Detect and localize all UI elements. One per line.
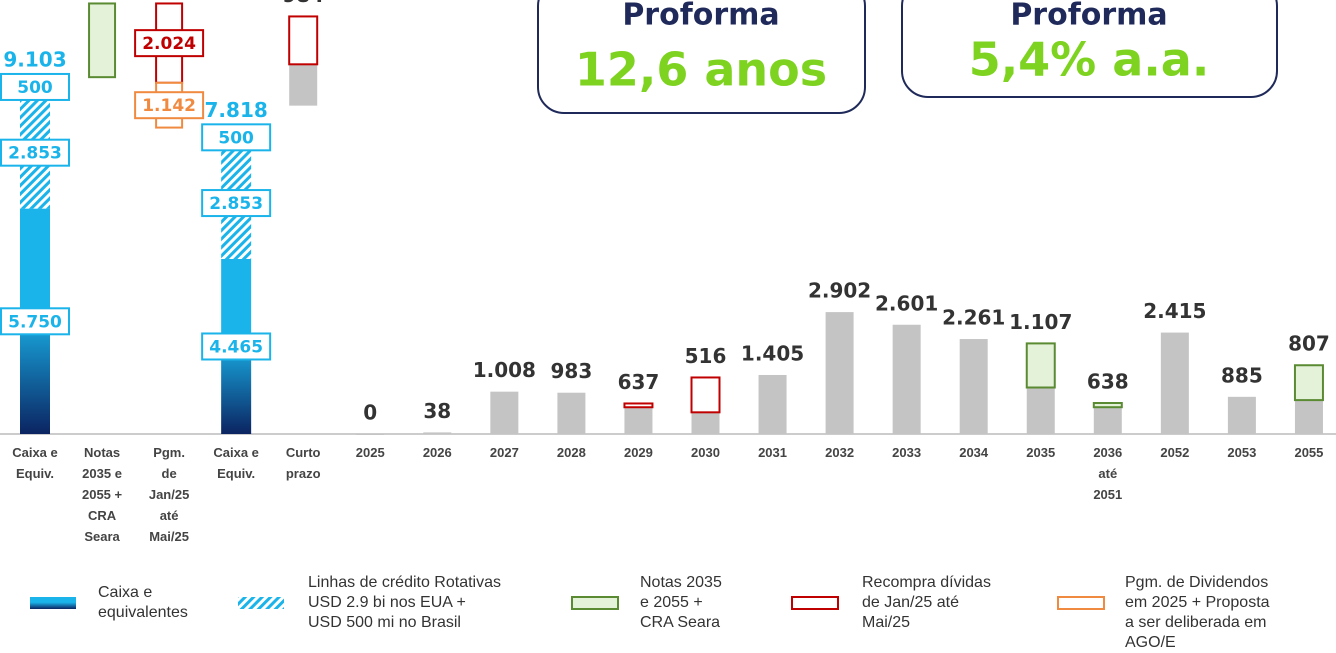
data-label: 2.261 (942, 306, 1005, 330)
bar-segment (88, 2, 117, 79)
x-tick-label: 2053 (1227, 445, 1257, 460)
bar-segment (825, 312, 854, 434)
legend-swatch (238, 597, 284, 609)
legend-swatch (1057, 596, 1105, 610)
data-label: 2.902 (808, 279, 871, 303)
bar-segment (624, 407, 653, 434)
bar-segment (1026, 387, 1055, 434)
data-label: 807 (1288, 332, 1330, 356)
bar-segment (557, 392, 586, 434)
data-label: 638 (1087, 370, 1129, 394)
data-label: 0 (363, 401, 377, 425)
x-tick-label: 2028 (556, 445, 586, 460)
data-label: 516 (685, 344, 727, 368)
x-tick-label: 2055 (1294, 445, 1324, 460)
callout-title: Proforma (1010, 0, 1167, 33)
x-tick-label: 2025 (355, 445, 385, 460)
legend-swatch (791, 596, 839, 610)
x-tick-label: 2031 (758, 445, 787, 460)
bar-segment (1025, 342, 1056, 389)
x-tick-label: Caixa e Equiv. (12, 445, 58, 481)
x-tick-label: Notas 2035 e 2055 + CRA Seara (81, 445, 123, 544)
bar-segment (1093, 407, 1122, 434)
label-box (201, 332, 272, 361)
callout-box (901, 0, 1278, 98)
data-label: 1.107 (1009, 310, 1072, 334)
data-label: 2.024 (142, 34, 196, 54)
x-tick-label: 2030 (691, 445, 720, 460)
label-box (0, 307, 70, 336)
callout-title: Proforma (622, 0, 779, 33)
data-label: 1.008 (473, 358, 536, 382)
label-box (134, 29, 205, 58)
bar-segment (423, 432, 452, 434)
x-tick-label: 2027 (489, 445, 519, 460)
data-label: 38 (423, 399, 451, 423)
callout-value: 12,6 anos (575, 43, 827, 97)
label-box (201, 123, 272, 152)
total-label: 7.818 (205, 98, 268, 122)
data-label: 2.853 (209, 194, 263, 214)
data-label: 2.415 (1143, 299, 1206, 323)
bar-segment (959, 339, 988, 434)
x-tick-label: Curto prazo (285, 445, 321, 481)
x-tick-label: 2034 (959, 445, 989, 460)
legend-swatch (571, 596, 619, 610)
x-tick-label: 2036 até 2051 (1093, 445, 1123, 502)
bar-segment (288, 15, 319, 66)
bar-segment (892, 324, 921, 434)
legend-label: Linhas de crédito Rotativas USD 2.9 bi n… (308, 574, 501, 631)
data-label: 637 (618, 370, 660, 394)
bar-segment (1294, 400, 1323, 434)
data-label: 984 (282, 0, 324, 7)
label-box (0, 72, 70, 101)
x-tick-label: 2052 (1160, 445, 1190, 460)
data-label: 500 (17, 78, 53, 98)
x-tick-label: Caixa e Equiv. (213, 445, 259, 481)
bar-segment (490, 391, 519, 434)
bar-segment (289, 64, 318, 106)
legend-label: Caixa e equivalentes (98, 584, 188, 621)
bar-segment (758, 374, 787, 434)
legend-label: Recompra dívidas de Jan/25 até Mai/25 (862, 574, 991, 631)
callout-box (537, 0, 866, 114)
data-label: 1.405 (741, 341, 804, 365)
data-label: 1.142 (142, 96, 196, 116)
legend-label: Notas 2035 e 2055 + CRA Seara (640, 574, 722, 631)
callout-value: 5,4% a.a. (969, 33, 1210, 87)
data-label: 2.601 (875, 291, 938, 315)
bar-segment (356, 434, 385, 435)
total-label: 9.103 (3, 48, 66, 72)
bar-segment (1160, 332, 1189, 434)
label-box (201, 189, 272, 218)
legend-label: Pgm. de Dividendos em 2025 + Proposta a … (1125, 574, 1270, 651)
x-tick-label: 2035 (1026, 445, 1056, 460)
data-label: 983 (551, 359, 593, 383)
bar-segment (623, 402, 654, 409)
x-tick-label: 2026 (422, 445, 452, 460)
bar-segment (1227, 396, 1256, 434)
bar-segment (1293, 364, 1324, 402)
legend-swatch (30, 597, 76, 609)
label-box (0, 138, 70, 167)
data-label: 2.853 (8, 144, 62, 164)
x-tick-label: 2032 (825, 445, 855, 460)
data-label: 4.465 (209, 337, 263, 357)
data-label: 500 (218, 128, 254, 148)
bar-segment (1092, 402, 1123, 409)
data-label: 5.750 (8, 312, 62, 332)
bar-segment (690, 376, 721, 414)
label-box (134, 91, 205, 120)
x-tick-label: 2033 (892, 445, 922, 460)
data-label: 885 (1221, 363, 1263, 387)
bar-segment (691, 412, 720, 434)
x-tick-label: Pgm. de Jan/25 até Mai/25 (148, 445, 190, 544)
x-tick-label: 2029 (623, 445, 653, 460)
